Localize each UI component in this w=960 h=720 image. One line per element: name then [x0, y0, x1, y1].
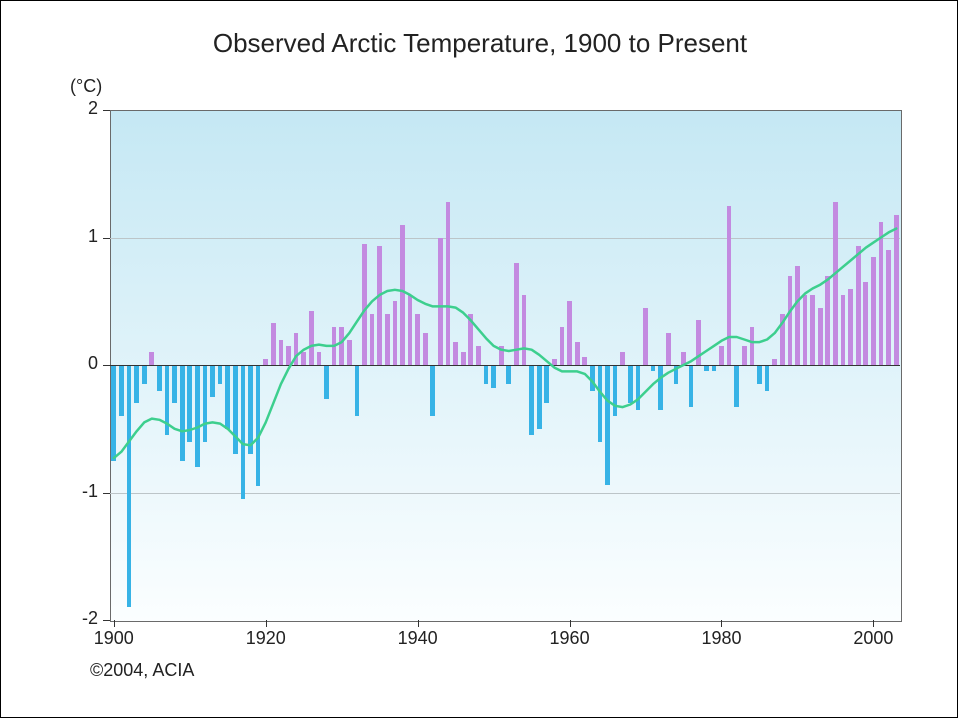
outer-frame: [0, 0, 958, 718]
